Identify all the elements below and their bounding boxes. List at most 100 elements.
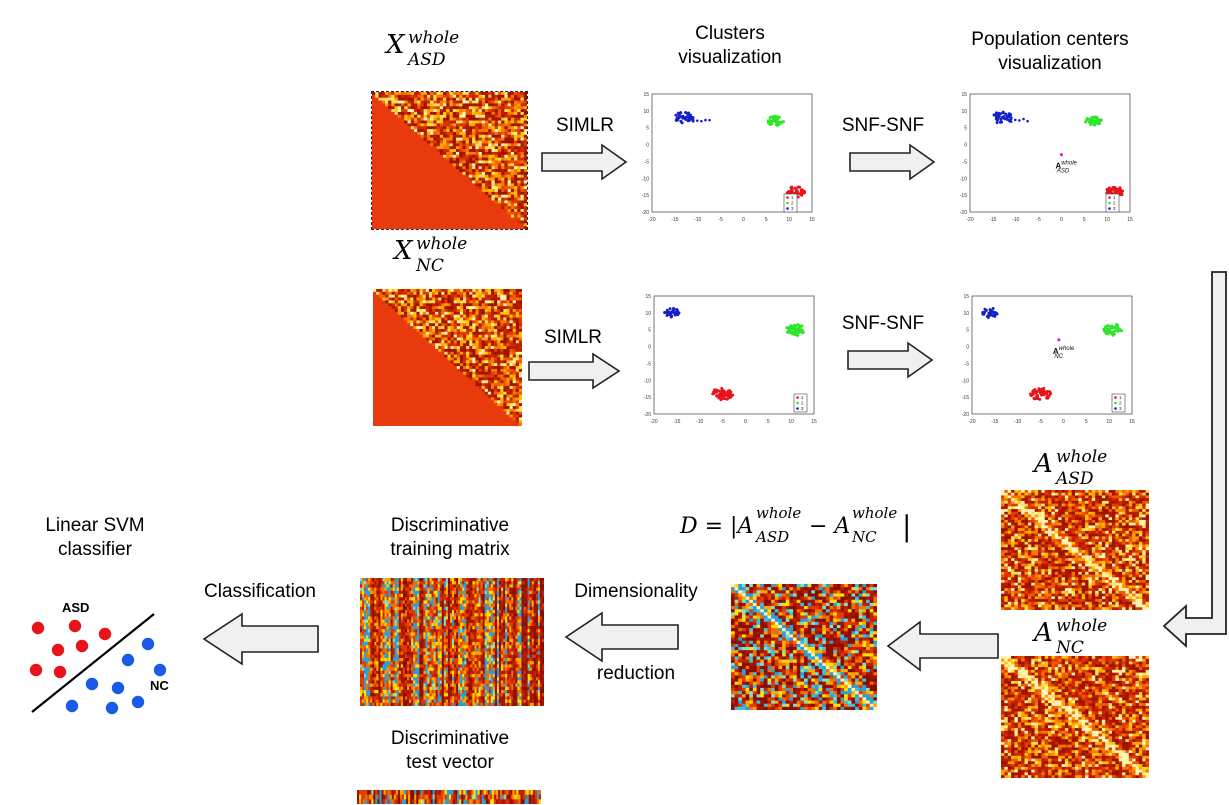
- x-tick-label: -20: [968, 419, 975, 425]
- matrix-cells: [1001, 490, 1149, 610]
- svm-illustration: ASD NC: [29, 600, 169, 715]
- legend-entry: 3: [801, 406, 804, 411]
- y-tick-label: 10: [961, 109, 967, 115]
- scatter-point: [1120, 189, 1124, 193]
- scatter-point: [1115, 323, 1119, 327]
- d-eq-minus: − A: [802, 514, 851, 539]
- centers-plot-asd: -20 -15 -10 -5 0 5 10 15 15 10 5 0 -5 -10 -15 -20 Awhole…: [960, 92, 1133, 223]
- dim-label-top: Dimensionality: [574, 581, 698, 602]
- scatter-point: [677, 116, 681, 120]
- y-tick-label: -5: [647, 361, 652, 367]
- scatter-point: [769, 115, 773, 119]
- scatter-point: [789, 186, 793, 190]
- scatter-point: [990, 309, 994, 313]
- scatter-point: [790, 188, 794, 192]
- matrix-cells: [731, 584, 877, 710]
- x-tick-label: 15: [809, 217, 815, 223]
- y-tick-label: 0: [648, 345, 651, 351]
- scatter-point: [1045, 392, 1049, 396]
- clusters-plot-nc: -20 -15 -10 -5 0 5 10 15 15 10 5 0 -5 -10 -15 -20 123: [644, 294, 817, 425]
- x-tick-label: -15: [671, 217, 678, 223]
- y-tick-label: 15: [643, 92, 649, 98]
- scatter-point: [1001, 115, 1005, 119]
- scatter-point: [1118, 187, 1122, 191]
- legend-entry: 2: [801, 401, 804, 406]
- scatter-point: [796, 329, 800, 333]
- center-point: [1057, 338, 1061, 342]
- snf-label-1: SNF-SNF: [841, 115, 925, 136]
- scatter-point: [787, 326, 791, 330]
- svm-title: Linear SVM classifier: [45, 515, 145, 560]
- snf-label-2: SNF-SNF: [841, 313, 925, 334]
- x-tick-label: 5: [765, 217, 768, 223]
- scatter-point: [1114, 187, 1118, 191]
- scatter-point: [1045, 390, 1049, 394]
- scatter-point: [686, 111, 690, 115]
- scatter-point: [998, 112, 1002, 116]
- y-tick-label: 10: [963, 311, 969, 317]
- scatter-point: [688, 113, 692, 117]
- scatter-point: [785, 191, 789, 195]
- scatter-point: [795, 189, 799, 193]
- dim-label-bottom: reduction: [596, 663, 676, 684]
- legend-marker: [1108, 196, 1111, 199]
- legend-marker: [786, 196, 789, 199]
- scatter-point: [796, 195, 800, 199]
- scatter-point: [796, 185, 800, 189]
- legend-marker: [796, 396, 799, 399]
- scatter-point: [719, 398, 723, 402]
- scatter-point: [1096, 117, 1100, 121]
- y-tick-label: 0: [646, 143, 649, 149]
- plot-frame: [653, 295, 815, 415]
- scatter-point: [668, 307, 672, 311]
- legend-entry: 3: [1119, 406, 1122, 411]
- nc-sample: [141, 637, 155, 651]
- scatter-point: [1103, 330, 1107, 334]
- asd-sample: [53, 665, 67, 679]
- scatter-point: [779, 121, 783, 125]
- d-eq-sub-asd: ASD: [756, 528, 790, 546]
- scatter-point: [801, 191, 805, 195]
- scatter-point: [800, 324, 804, 328]
- scatter-point: [998, 120, 1002, 124]
- scatter-point: [1091, 117, 1095, 121]
- x-asd-label: X whole ASD: [386, 28, 506, 70]
- scatter-point: [1034, 391, 1038, 395]
- x-tick-label: -20: [650, 419, 657, 425]
- arrow-dim-reduction: [564, 611, 679, 663]
- scatter-point: [799, 329, 803, 333]
- scatter-point: [1032, 397, 1036, 401]
- asd-class-label: ASD: [62, 600, 89, 615]
- legend-marker: [796, 407, 799, 410]
- scatter-point: [1088, 117, 1092, 121]
- scatter-point: [1037, 387, 1041, 391]
- d-eq-left: D = |A: [680, 514, 754, 539]
- scatter-point: [1093, 121, 1097, 125]
- legend-marker: [1114, 396, 1117, 399]
- x-asd-sup: whole: [408, 28, 460, 48]
- a-nc-matrix: [1001, 656, 1149, 778]
- legend-marker: [1114, 407, 1117, 410]
- y-tick-label: 10: [643, 109, 649, 115]
- a-asd-matrix: [1001, 490, 1149, 610]
- legend-marker: [786, 207, 789, 210]
- scatter-point: [787, 330, 791, 334]
- scatter-point: [717, 393, 721, 397]
- x-tick-label: -10: [1014, 419, 1021, 425]
- a-asd-label: A whole ASD: [1034, 447, 1154, 489]
- legend-entry: 2: [1113, 201, 1116, 206]
- matrix-cells: [357, 790, 541, 804]
- scatter-point: [669, 315, 673, 319]
- scatter-point: [1107, 330, 1111, 334]
- scatter-point: [768, 119, 772, 123]
- matrix-cells: [360, 578, 544, 706]
- x-tick-label: 10: [1106, 419, 1112, 425]
- scatter-point: [1110, 188, 1114, 192]
- center-point: [1059, 153, 1064, 157]
- x-tick-label: 0: [744, 419, 747, 425]
- asd-sample: [75, 639, 89, 653]
- arrow-a-to-d: [886, 620, 999, 672]
- scatter-point: [795, 323, 799, 327]
- scatter-point: [988, 313, 992, 317]
- scatter-point: [793, 186, 797, 190]
